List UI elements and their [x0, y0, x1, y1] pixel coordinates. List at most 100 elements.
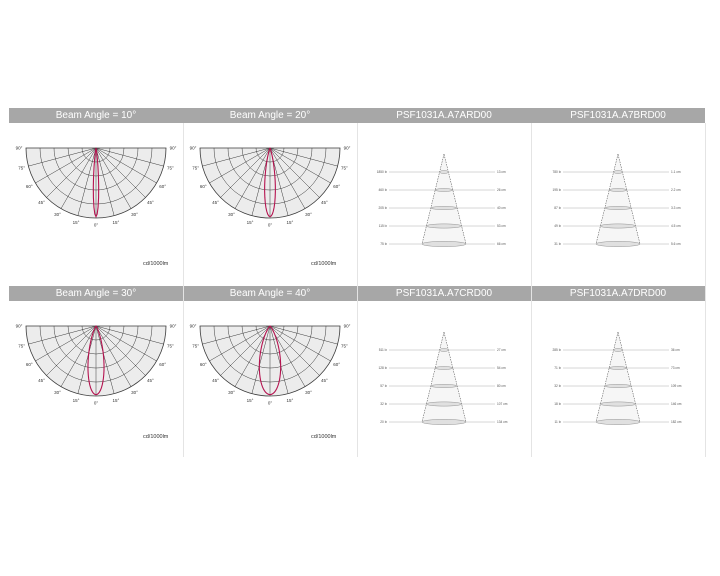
- polar-spoke: [60, 147, 97, 209]
- polar-spoke: [234, 147, 271, 209]
- polar-angle-label: 60°: [200, 362, 207, 367]
- cone-diagram-b: 780 lx 1.1 cm 195 lx 2.2 cm 87 lx 3.3 cm 49 lx…: [552, 153, 681, 247]
- polar-angle-label: 90°: [190, 324, 197, 329]
- cone-section: [600, 223, 636, 229]
- cone-section: [439, 170, 449, 174]
- cone-section: [426, 401, 462, 407]
- polar-chart-beam-30: 90° 75° 60° 45° 30° 15° 0° 15° 30° 45° 60° 75° 90°: [16, 324, 177, 406]
- polar-spoke: [95, 325, 157, 362]
- cone-section: [439, 348, 449, 352]
- polar-spoke: [46, 147, 97, 198]
- illuminance-label: 115 lx: [379, 224, 388, 228]
- polar-chart-beam-20: 90° 75° 60° 45° 30° 15° 0° 15° 30° 45° 60° 75° 90°: [190, 146, 351, 228]
- header-product-b: PSF1031A.A7BRD00: [531, 108, 705, 123]
- illuminance-label: 285 lx: [552, 348, 561, 352]
- header-beam-40: Beam Angle = 40°: [183, 286, 357, 301]
- polar-angle-label: 45°: [212, 378, 219, 383]
- diameter-label: 134 cm: [497, 420, 508, 424]
- polar-spoke: [269, 147, 306, 209]
- cone-section: [435, 366, 453, 370]
- polar-angle-label: 15°: [247, 398, 254, 403]
- polar-spoke: [269, 325, 289, 394]
- diameter-label: 13 cm: [497, 170, 506, 174]
- polar-angle-label: 15°: [113, 220, 120, 225]
- unit-label-beam-40: cd/1000lm: [311, 434, 337, 440]
- polar-spoke: [95, 325, 132, 387]
- cone-diagram-a: 1850 lx 13 cm 460 lx 26 cm 205 lx 40 cm 115 lx…: [377, 153, 506, 247]
- polar-angle-label: 60°: [26, 184, 33, 189]
- polar-angle-label: 60°: [26, 362, 33, 367]
- polar-angle-label: 15°: [287, 398, 294, 403]
- diameter-label: 182 cm: [671, 420, 682, 424]
- polar-angle-label: 90°: [16, 324, 23, 329]
- diameter-label: 80 cm: [497, 384, 506, 388]
- polar-angle-label: 90°: [170, 146, 177, 151]
- cone-outline: [421, 331, 467, 423]
- polar-spoke: [35, 147, 97, 184]
- diameter-label: 27 cm: [497, 348, 506, 352]
- polar-angle-label: 0°: [94, 401, 99, 406]
- cone-diagram-d: 285 lx 36 cm 71 lx 73 cm 32 lx 109 cm 18 lx 146…: [552, 331, 682, 425]
- polar-angle-label: 30°: [54, 390, 61, 395]
- cone-section: [595, 419, 641, 425]
- polar-spoke: [269, 325, 331, 362]
- polar-angle-label: 75°: [341, 165, 348, 170]
- polar-angle-label: 30°: [228, 212, 235, 217]
- illuminance-label: 460 lx: [378, 188, 387, 192]
- diameter-label: 1.1 cm: [671, 170, 681, 174]
- polar-spoke: [95, 147, 132, 209]
- polar-angle-label: 60°: [159, 184, 166, 189]
- polar-angle-label: 45°: [321, 200, 328, 205]
- polar-angle-label: 45°: [147, 200, 154, 205]
- cone-outline: [421, 153, 467, 245]
- header-beam-30: Beam Angle = 30°: [9, 286, 183, 301]
- diameter-label: 36 cm: [671, 348, 680, 352]
- illuminance-label: 57 lx: [380, 384, 387, 388]
- polar-spoke: [95, 147, 115, 216]
- polar-spoke: [269, 147, 320, 198]
- polar-spoke: [95, 147, 164, 167]
- divider-3: [531, 123, 532, 457]
- beam-curve: [258, 325, 282, 396]
- polar-angle-label: 45°: [38, 378, 45, 383]
- polar-angle-label: 30°: [305, 390, 312, 395]
- illuminance-label: 20 lx: [380, 420, 387, 424]
- polar-spoke: [269, 325, 320, 376]
- diameter-label: 40 cm: [497, 206, 506, 210]
- cone-outline: [595, 153, 641, 245]
- cone-outline: [595, 331, 641, 423]
- polar-angle-label: 75°: [18, 343, 25, 348]
- polar-spoke: [28, 325, 97, 345]
- cone-section: [421, 241, 467, 247]
- illuminance-label: 32 lx: [554, 384, 561, 388]
- polar-spoke: [209, 325, 271, 362]
- polar-spoke: [220, 325, 271, 376]
- polar-chart-beam-10: 90° 75° 60° 45° 30° 15° 0° 15° 30° 45° 60° 75° 90°: [16, 146, 177, 228]
- divider-2: [357, 123, 358, 457]
- illuminance-label: 31 lx: [554, 242, 561, 246]
- beam-curve: [87, 325, 105, 396]
- header-product-a: PSF1031A.A7ARD00: [357, 108, 531, 123]
- polar-angle-label: 60°: [200, 184, 207, 189]
- cone-section: [426, 223, 462, 229]
- polar-angle-label: 0°: [94, 223, 99, 228]
- polar-spoke: [220, 147, 271, 198]
- illuminance-label: 11 lx: [555, 420, 562, 424]
- unit-label-beam-10: cd/1000lm: [143, 261, 169, 267]
- illuminance-label: 511 lx: [379, 348, 388, 352]
- polar-spoke: [269, 325, 338, 345]
- polar-angle-label: 15°: [73, 398, 80, 403]
- polar-angle-label: 30°: [131, 390, 138, 395]
- polar-angle-label: 90°: [190, 146, 197, 151]
- diameter-label: 107 cm: [497, 402, 508, 406]
- cone-section: [609, 366, 627, 370]
- polar-spoke: [95, 147, 157, 184]
- polar-angle-label: 90°: [344, 146, 351, 151]
- polar-angle-label: 75°: [192, 343, 199, 348]
- diameter-label: 26 cm: [497, 188, 506, 192]
- diameter-label: 3.3 cm: [671, 206, 681, 210]
- polar-spoke: [95, 325, 115, 394]
- illuminance-label: 1850 lx: [377, 170, 388, 174]
- polar-angle-label: 45°: [38, 200, 45, 205]
- illuminance-label: 780 lx: [552, 170, 561, 174]
